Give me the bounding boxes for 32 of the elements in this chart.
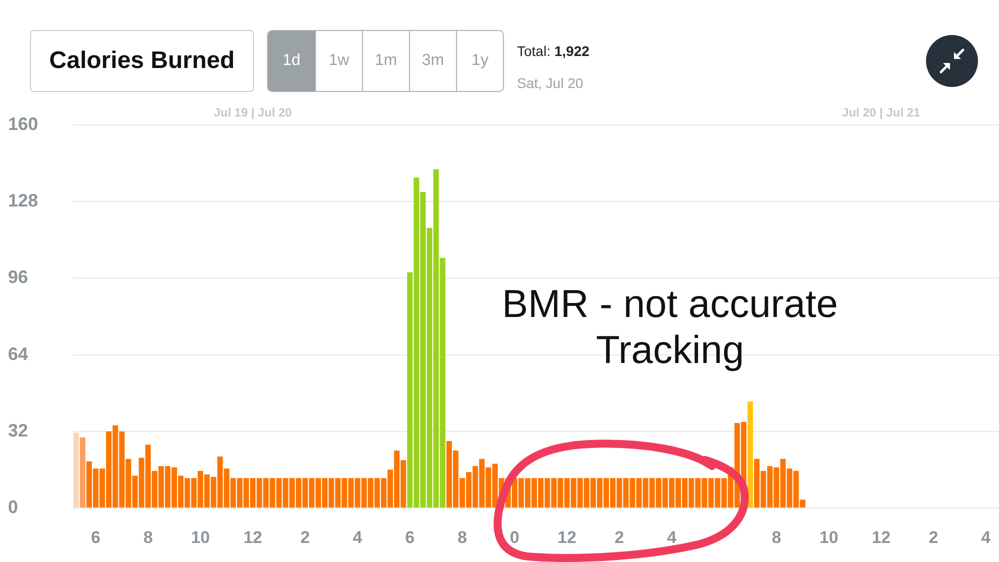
period-button: 1y	[456, 31, 503, 91]
y-tick-label: 160	[8, 114, 38, 134]
x-tick-label: 4	[981, 528, 992, 547]
x-tick-label: 10	[190, 528, 210, 547]
period-button: 1d	[268, 31, 315, 91]
x-tick-label: 8	[458, 528, 467, 547]
period-button: 1w	[315, 31, 362, 91]
y-tick-label: 96	[8, 267, 28, 288]
y-tick-label: 128	[8, 190, 38, 211]
y-tick-label: 0	[8, 496, 18, 517]
chart-title: Calories Burned	[30, 30, 254, 92]
x-tick-label: 6	[405, 528, 415, 547]
x-tick-label: 2	[928, 528, 938, 547]
text: Jul 20 | Jul 21	[842, 105, 921, 120]
y-tick-label: 32	[8, 420, 28, 440]
x-tick-label: 8	[143, 528, 153, 547]
period-button: 3m	[409, 31, 456, 91]
x-tick-label: 4	[352, 528, 363, 547]
x-tick-label: 6	[90, 528, 100, 547]
x-tick-label: 8	[772, 528, 782, 547]
x-tick-label: 12	[243, 528, 262, 547]
x-tick-label: 10	[819, 528, 838, 547]
x-tick-label: 12	[872, 528, 891, 547]
annotation: BMR - not accurate Tracking	[502, 283, 838, 372]
chart-subtitle: Total: 1,922	[517, 43, 590, 59]
text: Sat, Jul 20	[517, 75, 584, 91]
period-button: 1m	[362, 31, 409, 91]
bar	[80, 437, 86, 508]
text: Jul 19 | Jul 20	[214, 105, 292, 120]
x-tick-label: 2	[300, 528, 310, 547]
y-tick-label: 64	[8, 344, 28, 364]
bar	[73, 432, 79, 508]
